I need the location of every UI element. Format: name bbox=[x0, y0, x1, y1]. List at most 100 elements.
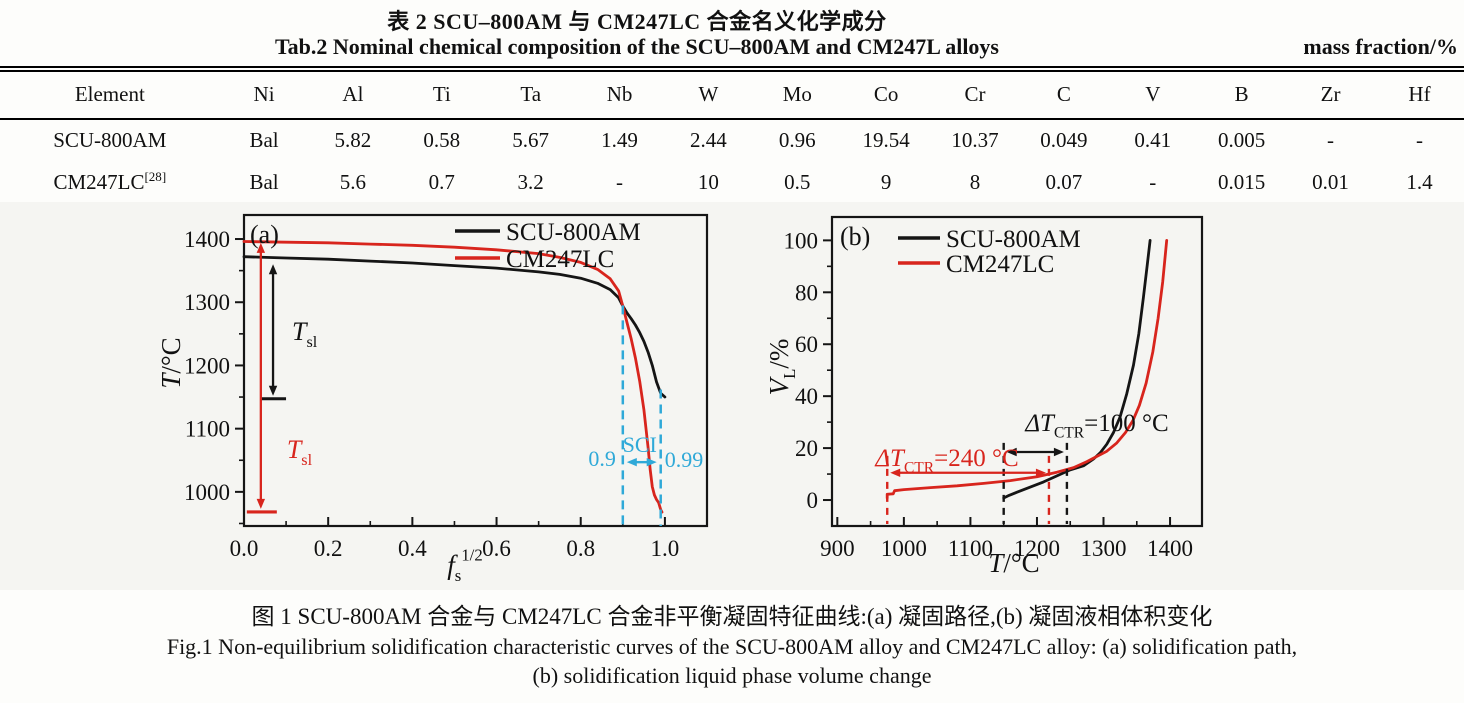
table-cell: 0.58 bbox=[423, 128, 461, 152]
x-tick-label: 0.0 bbox=[230, 536, 259, 561]
plot-frame bbox=[830, 215, 1204, 528]
table-title-en: Tab.2 Nominal chemical composition of th… bbox=[274, 34, 999, 59]
column-header: W bbox=[663, 66, 753, 120]
table-cell: 10.37 bbox=[951, 128, 999, 152]
table-cell: - bbox=[1327, 128, 1335, 152]
column-header: Nb bbox=[575, 66, 664, 120]
y-tick-label: 20 bbox=[795, 436, 818, 461]
y-axis-title: T/°C bbox=[156, 337, 186, 388]
series-line-CM247LC bbox=[242, 240, 664, 514]
row-label: SCU-800AM bbox=[53, 128, 167, 152]
series bbox=[242, 240, 667, 514]
table-row: CM247LC[28] Bal 5.6 0.7 3.2-10 0.5 9 8 0.07-0.01… bbox=[0, 161, 1464, 206]
chart-panel-a: 0.0 0.2 0.4 0.6 0.8 1.0 1000 1100 1200 1300 1400 SC… bbox=[156, 213, 709, 585]
x-tick-label: 1200 bbox=[1014, 536, 1060, 561]
x-tick-label: 0.8 bbox=[566, 536, 595, 561]
table-header-row: Element Ni Al Ti Ta Nb W Mo Co Cr C V B Zr Hf bbox=[0, 66, 1464, 120]
figure-panel: 0.0 0.2 0.4 0.6 0.8 1.0 1000 1100 1200 1300 1400 SC… bbox=[0, 202, 1464, 590]
table-cell: - bbox=[575, 161, 664, 206]
ctr-red-label: ΔTCTR=240 °C bbox=[874, 445, 1018, 477]
panel-label: (a) bbox=[250, 220, 279, 249]
row-label: CM247LC[28] bbox=[0, 161, 220, 206]
table-cell: 5.6 bbox=[308, 161, 398, 206]
table-cell: 0.049 bbox=[1040, 128, 1088, 152]
axes: 0.0 0.2 0.4 0.6 0.8 1.0 1000 1100 1200 1300 1400 bbox=[184, 227, 708, 561]
table-cell: 2.44 bbox=[690, 128, 727, 152]
column-header: Al bbox=[308, 66, 398, 120]
sci-left-value: 0.9 bbox=[588, 446, 616, 471]
table-cell: 9 bbox=[841, 161, 931, 206]
composition-table: Element Ni Al Ti Ta Nb W Mo Co Cr C V B Zr Hf SCU-800A… bbox=[0, 66, 1464, 206]
axes: 900 1000 1100 1200 1300 1400 0 20 40 60 80 100 bbox=[784, 228, 1194, 561]
table-cell: 1.49 bbox=[601, 128, 638, 152]
series-line-SCU-800AM bbox=[242, 255, 667, 399]
table-cell: 0.01 bbox=[1286, 161, 1375, 206]
table-titles: 表 2 SCU–800AM 与 CM247LC 合金名义化学成分 Tab.2 N… bbox=[0, 0, 1464, 66]
column-header: Ni bbox=[219, 66, 309, 120]
table-row: SCU-800AM Bal 5.82 0.58 5.67 1.49 2.44 0.96 19.5… bbox=[0, 119, 1464, 161]
tsl-black-label: Tsl bbox=[292, 317, 318, 351]
annotations-a: Tsl Tsl 0.9 0.99 SCI bbox=[246, 242, 703, 526]
column-header: B bbox=[1197, 66, 1287, 120]
legend-label-CM247LC: CM247LC bbox=[506, 246, 614, 273]
x-tick-label: 1100 bbox=[948, 536, 993, 561]
table-cell: 3.2 bbox=[486, 161, 576, 206]
series bbox=[885, 239, 1169, 500]
ctr-black-label: ΔTCTR=100 °C bbox=[1024, 410, 1168, 442]
figure-caption-en-2: (b) solidification liquid phase volume c… bbox=[532, 663, 932, 688]
column-header: V bbox=[1108, 66, 1198, 120]
column-header: Zr bbox=[1286, 66, 1375, 120]
series-line-CM247LC bbox=[885, 239, 1169, 500]
figure-captions: 图 1 SCU-800AM 合金与 CM247LC 合金非平衡凝固特征曲线:(a… bbox=[0, 601, 1464, 690]
y-tick-label: 1100 bbox=[185, 417, 230, 442]
y-tick-label: 0 bbox=[807, 488, 819, 513]
chart-panel-b: 900 1000 1100 1200 1300 1400 0 20 40 60 80 100 SCU-8… bbox=[764, 215, 1204, 578]
tsl-red-label: Tsl bbox=[287, 435, 313, 469]
figure-caption-en-1: Fig.1 Non-equilibrium solidification cha… bbox=[166, 634, 1298, 659]
legend-label-SCU-800AM: SCU-800AM bbox=[946, 226, 1081, 253]
x-tick-label: 1400 bbox=[1147, 536, 1193, 561]
column-header: Element bbox=[0, 66, 220, 120]
legend-label-CM247LC: CM247LC bbox=[946, 251, 1054, 278]
y-tick-label: 40 bbox=[795, 384, 818, 409]
x-axis-title: T/°C bbox=[988, 548, 1039, 578]
y-tick-label: 1400 bbox=[184, 227, 230, 252]
series-line-SCU-800AM bbox=[1002, 239, 1152, 500]
table-cell: 0.41 bbox=[1134, 128, 1172, 152]
y-tick-label: 1200 bbox=[184, 353, 230, 378]
x-tick-label: 0.2 bbox=[314, 536, 343, 561]
table-cell: 10 bbox=[663, 161, 753, 206]
table-cell: 0.96 bbox=[778, 128, 816, 152]
table-cell: 5.82 bbox=[334, 128, 372, 152]
x-tick-label: 1000 bbox=[881, 536, 927, 561]
plot-frame bbox=[242, 213, 709, 528]
column-header: Ti bbox=[397, 66, 487, 120]
column-header: Ta bbox=[486, 66, 576, 120]
table-cell: - bbox=[1415, 128, 1423, 152]
column-header: C bbox=[1019, 66, 1109, 120]
table-cell: 0.7 bbox=[397, 161, 487, 206]
table-cell: 1.4 bbox=[1374, 161, 1464, 206]
composition-table-block: 表 2 SCU–800AM 与 CM247LC 合金名义化学成分 Tab.2 N… bbox=[0, 0, 1464, 206]
table-cell: 0.015 bbox=[1197, 161, 1287, 206]
table-cell: 5.67 bbox=[512, 128, 550, 152]
column-header: Mo bbox=[752, 66, 842, 120]
y-tick-label: 1300 bbox=[184, 290, 230, 315]
legend-label-SCU-800AM: SCU-800AM bbox=[506, 219, 641, 246]
table-cell: 0.005 bbox=[1218, 128, 1266, 152]
y-tick-label: 60 bbox=[795, 332, 818, 357]
x-tick-label: 900 bbox=[820, 536, 855, 561]
sci-label: SCI bbox=[623, 432, 657, 457]
table-cell: Bal bbox=[219, 161, 309, 206]
table-cell: 8 bbox=[930, 161, 1020, 206]
y-tick-label: 1000 bbox=[184, 480, 230, 505]
table-cell: 0.5 bbox=[752, 161, 842, 206]
table-cell: Bal bbox=[249, 128, 279, 152]
table-cell: - bbox=[1108, 161, 1198, 206]
y-tick-label: 80 bbox=[795, 280, 818, 305]
y-axis-title: VL/% bbox=[764, 339, 799, 396]
table-cell: 19.54 bbox=[862, 128, 910, 152]
column-header: Cr bbox=[930, 66, 1020, 120]
